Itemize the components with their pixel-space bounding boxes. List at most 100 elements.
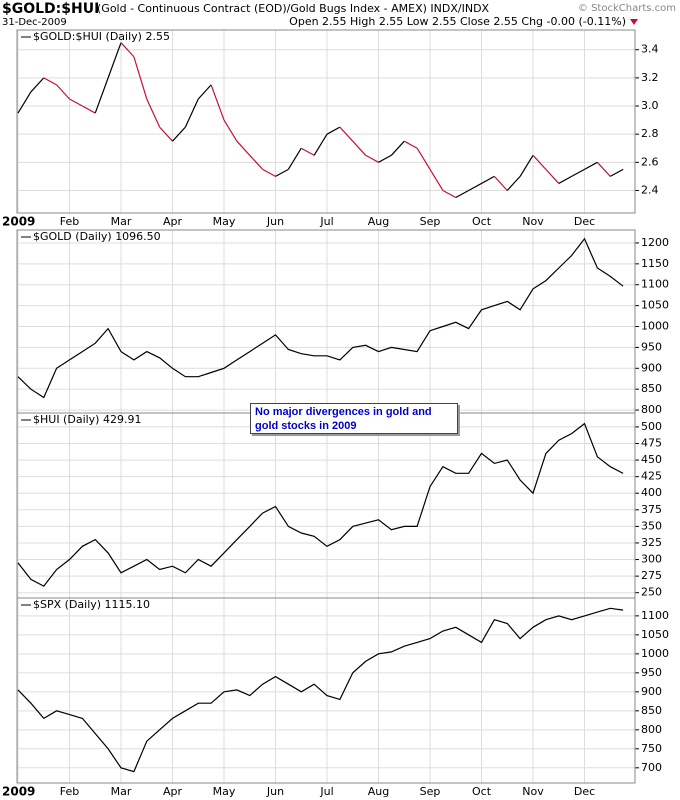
symbol: $GOLD:$HUI: [2, 1, 99, 17]
line-segment: [107, 42, 122, 79]
line-segment: [94, 77, 109, 114]
line-segment: [146, 98, 161, 128]
line-segment: [184, 98, 199, 128]
y-tick-label: 900: [641, 361, 662, 374]
line-segment: [390, 140, 405, 156]
line: [17, 422, 624, 587]
panel-frame: [16, 597, 636, 784]
panel-frame: [16, 29, 636, 214]
line-segment: [326, 126, 341, 135]
x-tick-label: Dec: [574, 215, 595, 228]
y-tick-label: 800: [641, 403, 662, 416]
line-segment: [365, 154, 379, 163]
y-tick-label: 900: [641, 685, 662, 698]
quote: Open 2.55 High 2.55 Low 2.55 Close 2.55 …: [289, 15, 626, 28]
y-tick-label: 325: [641, 536, 662, 549]
x-tick-label: 2009: [2, 785, 35, 799]
line-segment: [236, 140, 251, 156]
line-segment: [532, 154, 547, 170]
line-segment: [223, 119, 238, 142]
date: 31-Dec-2009: [2, 17, 67, 28]
line-segment: [69, 98, 83, 107]
y-tick-label: 400: [641, 486, 662, 499]
line-segment: [17, 91, 32, 114]
y-tick-label: 1150: [641, 257, 669, 270]
line-segment: [403, 140, 418, 149]
line-segment: [159, 126, 173, 142]
line-segment: [429, 169, 444, 191]
line-segment: [506, 175, 521, 191]
line-segment: [468, 182, 482, 192]
y-tick-label: 2.8: [641, 127, 659, 140]
x-tick-label: Sep: [420, 215, 441, 228]
line-segment: [300, 147, 315, 156]
line-segment: [493, 175, 508, 191]
description: (Gold - Continuous Contract (EOD)/Gold B…: [97, 2, 490, 15]
line-segment: [519, 154, 534, 177]
line: [17, 237, 624, 399]
y-tick-label: 1100: [641, 609, 669, 622]
line-segment: [120, 42, 135, 58]
y-tick-label: 950: [641, 340, 662, 353]
x-tick-label: Dec: [574, 785, 595, 798]
annotation: No major divergences in gold and gold st…: [250, 403, 458, 434]
y-tick-label: 275: [641, 569, 662, 582]
watermark: © StockCharts.com: [578, 3, 676, 14]
x-tick-label: Jul: [319, 215, 333, 228]
y-tick-label: 850: [641, 704, 662, 717]
y-tick-label: 500: [641, 420, 662, 433]
panel-title: $HUI (Daily) 429.91: [33, 413, 141, 426]
y-tick-label: 2.4: [641, 183, 659, 196]
line-segment: [584, 161, 598, 170]
line-segment: [558, 175, 572, 184]
x-tick-label: Jun: [266, 785, 284, 798]
panel-frame: [16, 412, 636, 599]
x-tick-label: Sep: [420, 785, 441, 798]
y-tick-label: 850: [641, 382, 662, 395]
y-tick-label: 1100: [641, 278, 669, 291]
line-segment: [571, 168, 585, 177]
y-tick-label: 375: [641, 503, 662, 516]
panel-title: $GOLD:$HUI (Daily) 2.55: [33, 30, 170, 43]
x-tick-label: Oct: [472, 785, 492, 798]
x-tick-label: Apr: [163, 215, 183, 228]
x-tick-label: May: [213, 215, 236, 228]
line-segment: [56, 84, 70, 100]
line-segment: [596, 161, 611, 177]
y-tick-label: 750: [641, 742, 662, 755]
x-tick-label: Jul: [319, 785, 333, 798]
x-tick-label: Apr: [163, 785, 183, 798]
line-segment: [339, 126, 354, 142]
y-tick-label: 300: [641, 553, 662, 566]
y-tick-label: 950: [641, 666, 662, 679]
line-segment: [249, 154, 264, 170]
y-tick-label: 1200: [641, 236, 669, 249]
x-tick-label: Aug: [368, 785, 389, 798]
x-tick-label: Nov: [522, 785, 544, 798]
line-segment: [352, 140, 367, 156]
y-tick-label: 1000: [641, 320, 669, 333]
x-tick-label: Feb: [60, 215, 79, 228]
y-tick-label: 1050: [641, 628, 669, 641]
y-tick-label: 350: [641, 519, 662, 532]
y-tick-label: 3.2: [641, 71, 659, 84]
x-tick-label: May: [213, 785, 236, 798]
x-tick-label: Mar: [111, 215, 132, 228]
line-segment: [197, 84, 212, 100]
line-segment: [313, 133, 328, 156]
line-segment: [442, 189, 457, 199]
line-segment: [609, 168, 624, 177]
line-segment: [275, 168, 289, 177]
panel-title: $GOLD (Daily) 1096.50: [33, 230, 161, 243]
y-tick-label: 3.4: [641, 43, 659, 56]
x-tick-label: Feb: [60, 785, 79, 798]
line-segment: [30, 77, 45, 93]
line-segment: [210, 84, 225, 121]
y-tick-label: 250: [641, 586, 662, 599]
x-tick-label: Oct: [472, 215, 492, 228]
panel-frame: [16, 229, 636, 414]
line-segment: [262, 168, 276, 177]
line-segment: [545, 168, 560, 184]
